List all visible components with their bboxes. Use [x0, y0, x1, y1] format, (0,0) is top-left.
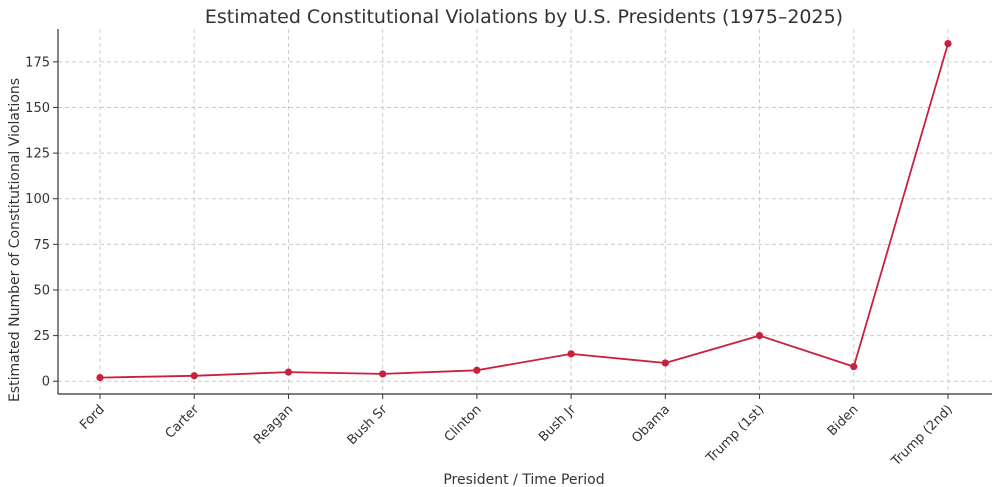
data-point-trump-2nd — [944, 40, 952, 48]
y-tick-label: 100 — [25, 192, 50, 207]
x-tick-label: Obama — [629, 402, 673, 446]
x-tick-label: Reagan — [251, 402, 296, 447]
data-point-obama — [661, 359, 669, 367]
data-point-bush-jr — [567, 350, 575, 358]
series — [96, 40, 952, 382]
data-point-trump-1st — [755, 332, 764, 340]
y-tick-label: 150 — [25, 101, 50, 116]
series-line — [99, 43, 949, 379]
y-tick-label: 0 — [42, 375, 50, 390]
x-tick-label: Clinton — [442, 402, 485, 445]
x-tick-label: Trump (1st) — [703, 402, 767, 466]
x-tick-label: Ford — [77, 402, 108, 433]
chart-title: Estimated Constitutional Violations by U… — [205, 6, 843, 28]
y-axis-label: Estimated Number of Constitutional Viola… — [7, 78, 23, 402]
y-tick-label: 50 — [33, 283, 50, 298]
data-point-ford — [96, 373, 104, 382]
x-tick-label: Trump (2nd) — [888, 402, 956, 470]
y-ticks: 0 25 50 75 100 125 150 175 — [25, 55, 58, 390]
x-axis-label: President / Time Period — [443, 472, 604, 487]
data-point-bush-sr — [379, 370, 387, 378]
y-tick-label: 175 — [25, 55, 50, 70]
x-tick-label: Carter — [163, 402, 203, 442]
x-ticks: Ford Carter Reagan Bush Sr Clinton Bush Jr Oba… — [77, 394, 956, 470]
grid — [58, 29, 992, 394]
data-point-biden — [850, 363, 858, 371]
data-point-carter — [190, 372, 198, 380]
x-tick-label: Bush Jr — [536, 402, 579, 445]
data-point-clinton — [473, 366, 481, 374]
x-tick-label: Bush Sr — [345, 402, 391, 448]
y-tick-label: 75 — [33, 238, 50, 253]
x-tick-label: Biden — [825, 402, 862, 439]
data-point-reagan — [284, 368, 293, 376]
y-tick-label: 125 — [25, 147, 50, 162]
axes — [57, 29, 992, 395]
y-tick-label: 25 — [33, 329, 50, 344]
